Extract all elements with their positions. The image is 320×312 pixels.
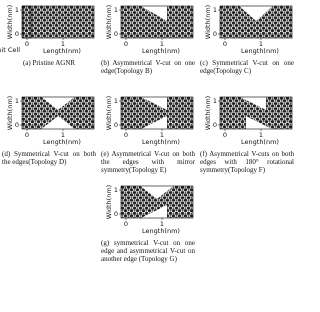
y-tick-label: 0 — [114, 121, 118, 129]
y-tick-label: 1 — [114, 6, 118, 14]
x-tick-label: 1 — [160, 40, 164, 48]
ribbon — [22, 6, 94, 38]
x-tick-label: 1 — [160, 220, 164, 228]
x-tick-label: 1 — [61, 131, 65, 139]
x-axis-label: Length(nm) — [241, 138, 279, 146]
y-tick-label: 0 — [213, 121, 217, 129]
x-tick-label: 0 — [223, 131, 227, 139]
y-tick-label: 0 — [15, 30, 19, 38]
v-cut — [246, 116, 274, 130]
plot-frame — [21, 96, 95, 130]
y-tick-label: 0 — [213, 30, 217, 38]
caption: (g) symmetrical V-cut on one edge and as… — [101, 239, 195, 264]
y-tick-label: 1 — [15, 6, 19, 14]
page: {"panels": [ {"caption": "(a) Pristine A… — [0, 4, 294, 264]
caption: (d) Symmetrical V-cut on both the edges(… — [2, 150, 96, 167]
v-cut — [139, 205, 167, 219]
annotation: Unit Cell — [0, 46, 20, 54]
y-axis-label: Width(nm) — [6, 96, 14, 130]
y-tick-label: 1 — [114, 97, 118, 105]
x-tick-label: 0 — [124, 220, 128, 228]
x-tick-label: 1 — [259, 131, 263, 139]
y-tick-label: 1 — [213, 6, 217, 14]
x-tick-label: 1 — [160, 131, 164, 139]
plot-frame — [120, 96, 194, 130]
y-tick-label: 1 — [114, 186, 118, 194]
x-tick-label: 0 — [25, 131, 29, 139]
y-axis-label: Width(nm) — [105, 5, 113, 39]
v-cut — [139, 116, 167, 130]
caption: (b) Asymmetrical V-cut on one edge(Topol… — [101, 59, 195, 76]
plot-frame — [120, 185, 194, 219]
y-tick-label: 0 — [114, 210, 118, 218]
x-tick-label: 0 — [124, 40, 128, 48]
y-axis-label: Width(nm) — [6, 5, 14, 39]
x-axis-label: Length(nm) — [142, 47, 180, 55]
plot-frame — [21, 5, 95, 39]
y-axis-label: Width(nm) — [105, 185, 113, 219]
v-cut — [238, 96, 266, 110]
v-cut — [238, 5, 274, 21]
x-axis-label: Length(nm) — [142, 138, 180, 146]
plot-frame — [219, 5, 293, 39]
x-axis-label: Length(nm) — [241, 47, 279, 55]
y-tick-label: 0 — [15, 121, 19, 129]
x-tick-label: 0 — [223, 40, 227, 48]
x-axis-label: Length(nm) — [43, 47, 81, 55]
y-axis-label: Width(nm) — [204, 96, 212, 130]
y-tick-label: 1 — [213, 97, 217, 105]
caption: (e) Asymmetrical V-cut on both the edges… — [101, 150, 195, 175]
x-axis-label: Length(nm) — [43, 138, 81, 146]
y-axis-label: Width(nm) — [204, 5, 212, 39]
v-cut — [139, 5, 167, 21]
x-axis-label: Length(nm) — [142, 227, 180, 235]
unit-cell-box — [22, 5, 32, 39]
caption: (f) Asymmetrical V-cuts on both edges wi… — [200, 150, 294, 175]
v-cut — [40, 96, 76, 110]
plot-frame — [219, 96, 293, 130]
v-cut — [40, 116, 76, 130]
x-tick-label: 0 — [124, 131, 128, 139]
caption: (a) Pristine AGNR — [22, 59, 76, 67]
x-tick-label: 0 — [25, 40, 29, 48]
caption: (c) Symmetrical V-cut on one edge(Topolo… — [200, 59, 294, 76]
x-tick-label: 1 — [61, 40, 65, 48]
v-cut — [139, 96, 167, 110]
y-tick-label: 1 — [15, 97, 19, 105]
plot-frame — [120, 5, 194, 39]
v-cut — [139, 185, 175, 199]
y-tick-label: 0 — [114, 30, 118, 38]
y-axis-label: Width(nm) — [105, 96, 113, 130]
x-tick-label: 1 — [259, 40, 263, 48]
